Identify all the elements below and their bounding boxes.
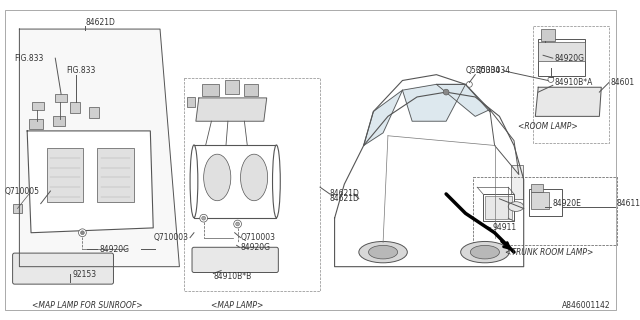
Bar <box>89 107 99 118</box>
Bar <box>473 178 617 245</box>
Text: 84611: 84611 <box>617 199 640 208</box>
Ellipse shape <box>461 242 509 263</box>
Text: FIG.833: FIG.833 <box>66 66 95 75</box>
Text: 94911: 94911 <box>493 223 516 232</box>
Circle shape <box>236 222 239 226</box>
Text: A846001142: A846001142 <box>563 301 611 310</box>
Bar <box>533 26 609 142</box>
FancyBboxPatch shape <box>13 253 113 284</box>
Text: Q530034: Q530034 <box>476 66 510 75</box>
Circle shape <box>81 231 84 235</box>
Ellipse shape <box>470 245 499 259</box>
Ellipse shape <box>508 202 524 212</box>
Bar <box>187 97 195 107</box>
Ellipse shape <box>359 242 407 263</box>
Text: FIG.833: FIG.833 <box>15 54 44 63</box>
Bar <box>32 102 44 109</box>
Circle shape <box>467 82 472 87</box>
Bar <box>70 102 79 114</box>
Bar <box>485 196 512 219</box>
Bar <box>511 165 523 199</box>
Text: 84920G: 84920G <box>555 54 585 63</box>
Polygon shape <box>196 98 267 121</box>
Ellipse shape <box>273 145 280 218</box>
Text: <TRUNK ROOM LAMP>: <TRUNK ROOM LAMP> <box>505 248 593 257</box>
Text: Q710003: Q710003 <box>241 233 275 242</box>
Text: 84601: 84601 <box>611 78 635 87</box>
Text: 84910B*A: 84910B*A <box>555 78 593 87</box>
Bar <box>55 94 67 102</box>
Text: 84910B*B: 84910B*B <box>213 272 252 281</box>
Bar <box>531 184 543 192</box>
Polygon shape <box>335 92 524 267</box>
Text: 84621D: 84621D <box>85 18 115 27</box>
Polygon shape <box>436 84 490 116</box>
Text: 84920G: 84920G <box>241 243 271 252</box>
Text: <MAP LAMP>: <MAP LAMP> <box>211 301 264 310</box>
Bar <box>47 148 83 202</box>
Bar <box>202 84 219 96</box>
Bar <box>244 84 258 96</box>
Text: Q530034: Q530034 <box>465 66 500 75</box>
Bar <box>531 192 549 210</box>
Bar <box>29 119 43 129</box>
Circle shape <box>202 216 205 220</box>
Bar <box>538 42 585 61</box>
Text: Q710005: Q710005 <box>5 187 40 196</box>
Bar <box>483 194 514 221</box>
Bar <box>184 77 320 291</box>
Bar <box>53 116 65 126</box>
Circle shape <box>548 76 554 83</box>
Ellipse shape <box>241 154 268 201</box>
Polygon shape <box>364 90 403 146</box>
Text: <MAP LAMP FOR SUNROOF>: <MAP LAMP FOR SUNROOF> <box>32 301 143 310</box>
Bar <box>13 204 22 213</box>
Polygon shape <box>19 29 179 267</box>
Circle shape <box>79 229 86 236</box>
Bar <box>225 80 239 94</box>
Text: <ROOM LAMP>: <ROOM LAMP> <box>518 122 578 131</box>
Circle shape <box>200 214 207 222</box>
Bar <box>529 189 563 216</box>
Circle shape <box>234 220 241 228</box>
Bar <box>97 148 134 202</box>
Polygon shape <box>27 131 153 233</box>
Circle shape <box>444 89 449 95</box>
Polygon shape <box>403 84 465 121</box>
Text: 92153: 92153 <box>73 270 97 279</box>
Ellipse shape <box>204 154 231 201</box>
Text: 84621D: 84621D <box>330 194 360 203</box>
Polygon shape <box>535 87 602 116</box>
Text: 84621D: 84621D <box>330 189 360 198</box>
FancyBboxPatch shape <box>192 247 278 273</box>
Ellipse shape <box>369 245 397 259</box>
Ellipse shape <box>190 145 198 218</box>
Text: 84920G: 84920G <box>100 245 130 254</box>
Polygon shape <box>490 109 519 174</box>
Bar <box>541 29 555 41</box>
Text: 84920E: 84920E <box>553 199 582 208</box>
Bar <box>538 39 585 76</box>
Text: Q710003: Q710003 <box>154 233 189 242</box>
Polygon shape <box>194 146 276 218</box>
